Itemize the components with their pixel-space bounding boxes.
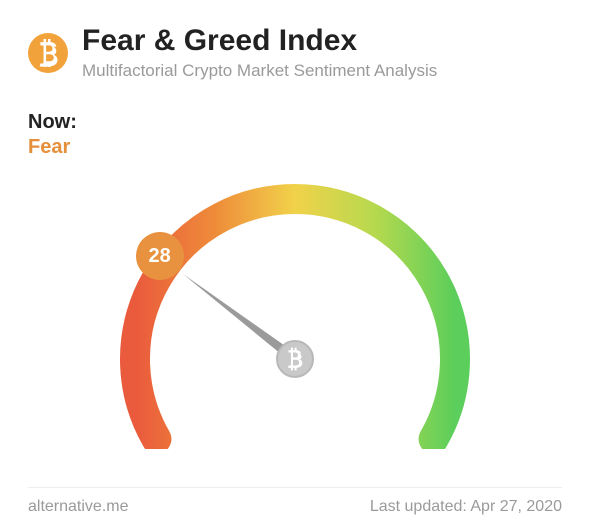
value-badge: 28 <box>136 232 184 280</box>
source-label: alternative.me <box>28 498 129 516</box>
gauge-svg <box>55 149 535 449</box>
title-block: Fear & Greed Index Multifactorial Crypto… <box>82 24 437 81</box>
footer: alternative.me Last updated: Apr 27, 202… <box>28 487 562 516</box>
fear-greed-card: Fear & Greed Index Multifactorial Crypto… <box>0 0 590 530</box>
now-label: Now: <box>28 111 562 134</box>
page-title: Fear & Greed Index <box>82 24 437 57</box>
updated-label: Last updated: Apr 27, 2020 <box>370 498 562 516</box>
header: Fear & Greed Index Multifactorial Crypto… <box>28 24 562 81</box>
gauge: 28 <box>28 149 562 449</box>
value-badge-text: 28 <box>148 245 170 268</box>
bitcoin-icon <box>28 33 68 73</box>
page-subtitle: Multifactorial Crypto Market Sentiment A… <box>82 61 437 81</box>
